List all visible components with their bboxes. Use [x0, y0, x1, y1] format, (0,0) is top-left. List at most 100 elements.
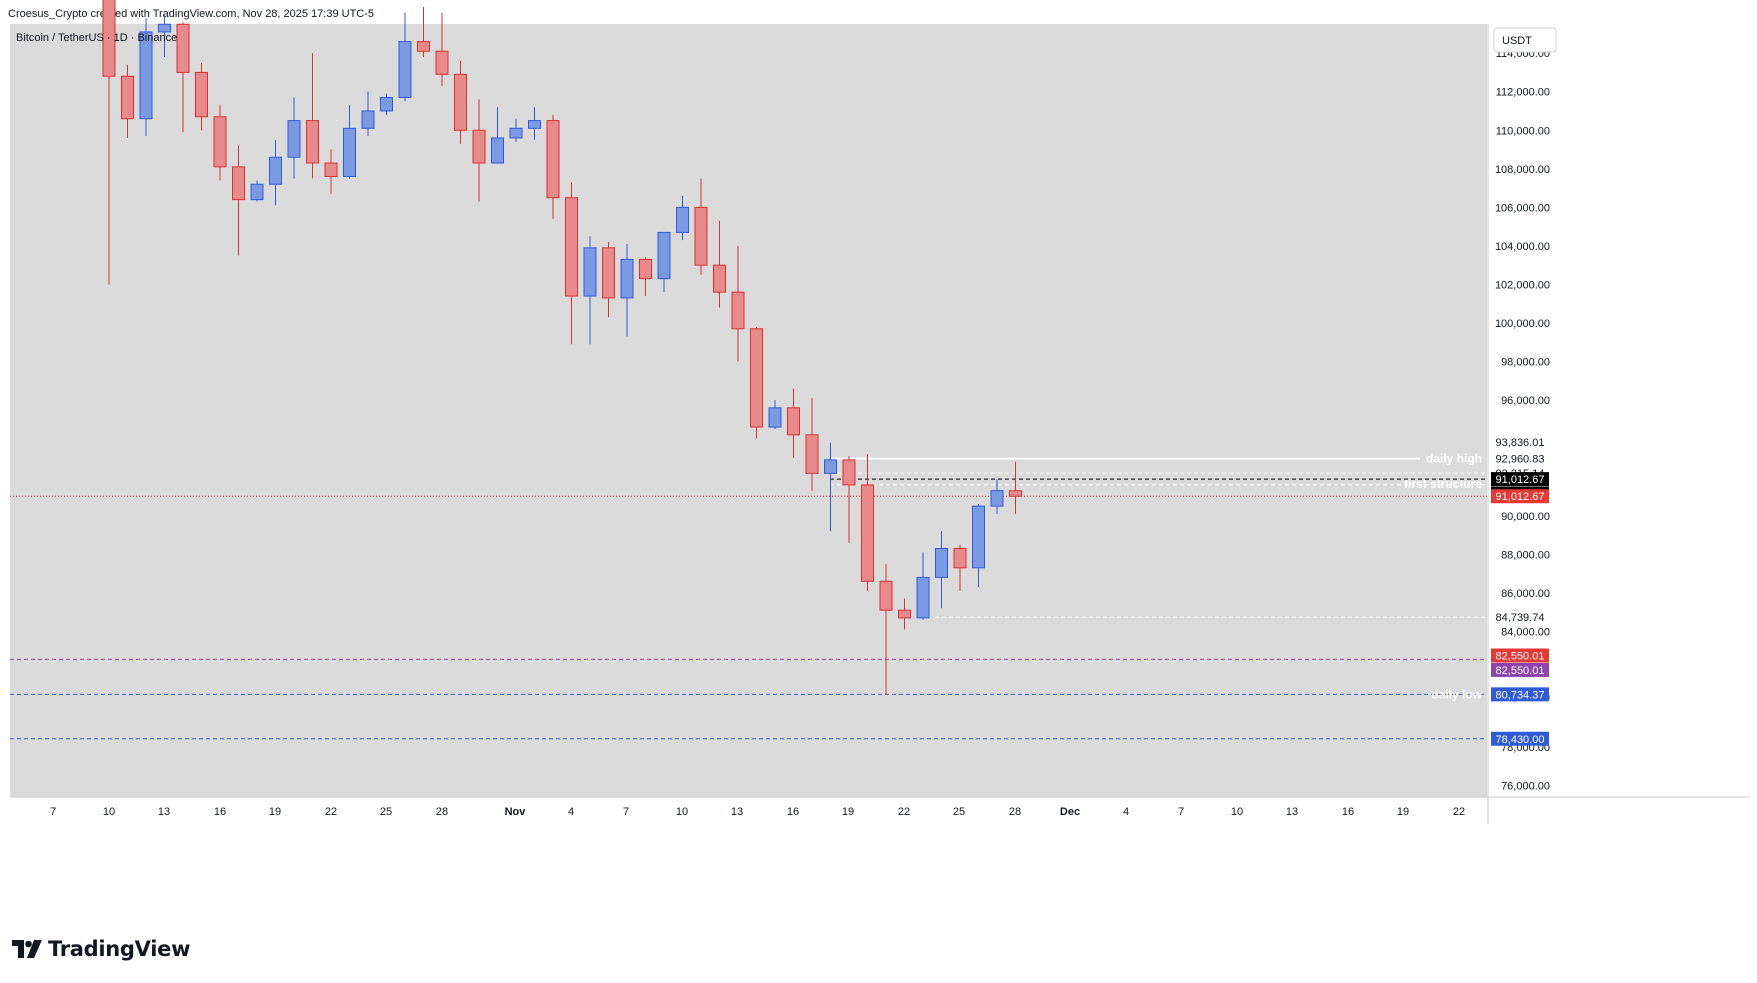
candle-body-0[interactable]: [102, 0, 116, 77]
time-tick-7: 28: [436, 806, 448, 818]
time-tick-2: 13: [158, 806, 170, 818]
price-label-8: 82,550.01: [1496, 665, 1545, 677]
price-tick-13: 108,000.00: [1495, 164, 1550, 176]
candle-body-40[interactable]: [842, 459, 856, 486]
candle-body-2[interactable]: [139, 31, 153, 120]
price-label-9: 80,734.37: [1496, 689, 1545, 701]
price-tick-12: 106,000.00: [1495, 202, 1550, 214]
time-tick-13: 16: [787, 806, 799, 818]
levels-layer: daily high first structure daily low: [10, 452, 1487, 740]
time-tick-19: 4: [1123, 806, 1129, 818]
candle-body-49[interactable]: [1009, 490, 1022, 497]
plot-area[interactable]: [10, 24, 1487, 797]
time-axis[interactable]: 7 10 13 16 19 22 25 28 Nov 4 7 10 13 16 19 22 25 28 Dec 4 7 1…: [50, 806, 1465, 818]
price-tick-4: 86,000.00: [1501, 588, 1550, 600]
price-labels: 93,836.0192,960.8392,215.1491,012.6701:2…: [1491, 434, 1549, 746]
price-tick-8: 98,000.00: [1501, 357, 1550, 369]
currency-button[interactable]: USDT: [1493, 27, 1557, 53]
candle-body-15[interactable]: [380, 96, 393, 112]
time-tick-18: Dec: [1060, 806, 1080, 818]
candle-body-48[interactable]: [990, 490, 1004, 507]
price-label-3: 91,012.67: [1496, 474, 1545, 486]
price-label-box-1: [1491, 451, 1549, 466]
candle-body-45[interactable]: [935, 548, 948, 578]
time-tick-14: 19: [842, 806, 854, 818]
candle-body-29[interactable]: [639, 258, 652, 280]
level-label-2: first structure: [1404, 477, 1482, 491]
candle-body-41[interactable]: [861, 484, 874, 582]
candle-body-26[interactable]: [583, 247, 597, 297]
price-tick-10: 102,000.00: [1495, 279, 1550, 291]
candle-body-19[interactable]: [454, 73, 467, 131]
candle-body-6[interactable]: [213, 116, 227, 168]
candle-body-31[interactable]: [676, 206, 689, 233]
price-label-1: 92,960.83: [1496, 454, 1545, 466]
candles-layer[interactable]: [102, 0, 1022, 696]
price-tick-0: 76,000.00: [1501, 781, 1550, 793]
price-tick-3: 84,000.00: [1501, 626, 1550, 638]
candle-body-17[interactable]: [417, 41, 430, 52]
candle-body-27[interactable]: [602, 247, 615, 299]
candle-body-28[interactable]: [620, 258, 634, 299]
candle-body-3[interactable]: [158, 23, 171, 33]
candle-body-36[interactable]: [768, 407, 782, 428]
price-label-box-7: [1491, 648, 1549, 663]
currency-button-box[interactable]: [1493, 27, 1557, 53]
time-tick-20: 7: [1178, 806, 1184, 818]
candle-body-33[interactable]: [713, 264, 726, 293]
candle-body-9[interactable]: [269, 156, 282, 185]
candle-body-24[interactable]: [546, 120, 560, 199]
time-tick-12: 13: [731, 806, 743, 818]
candle-body-38[interactable]: [805, 434, 819, 474]
time-tick-17: 28: [1009, 806, 1021, 818]
time-tick-10: 7: [623, 806, 629, 818]
candle-body-39[interactable]: [824, 459, 837, 474]
candle-body-21[interactable]: [491, 137, 504, 164]
candle-body-14[interactable]: [361, 110, 375, 129]
level-label-0: daily high: [1426, 452, 1482, 466]
candle-body-4[interactable]: [176, 23, 190, 73]
time-tick-23: 16: [1342, 806, 1354, 818]
currency-button-label[interactable]: USDT: [1502, 35, 1532, 47]
candle-body-46[interactable]: [953, 548, 967, 569]
candle-body-23[interactable]: [528, 120, 541, 129]
time-tick-1: 10: [103, 806, 115, 818]
price-label-box-6: [1491, 610, 1549, 625]
candle-body-16[interactable]: [398, 41, 412, 98]
candle-body-20[interactable]: [472, 129, 486, 164]
price-axis[interactable]: 76,000.0078,000.0080,600.0084,000.0086,0…: [1495, 48, 1550, 792]
price-label-6: 84,739.74: [1496, 612, 1545, 624]
price-label-box-5: [1491, 489, 1549, 504]
candle-body-37[interactable]: [787, 407, 800, 436]
candle-body-8[interactable]: [250, 183, 264, 201]
price-label-box-9: [1491, 687, 1549, 702]
candle-body-18[interactable]: [435, 50, 449, 75]
price-label-box-3: [1491, 472, 1549, 487]
symbol-title: Bitcoin / TetherUS · 1D · Binance: [16, 32, 177, 44]
price-tick-6: 90,000.00: [1501, 511, 1550, 523]
time-tick-11: 10: [676, 806, 688, 818]
tradingview-logo[interactable]: TradingView: [12, 937, 190, 961]
candle-body-12[interactable]: [324, 162, 338, 178]
candle-body-47[interactable]: [972, 505, 985, 569]
candle-body-7[interactable]: [232, 166, 245, 201]
candle-body-32[interactable]: [694, 206, 708, 266]
candle-body-43[interactable]: [898, 609, 911, 619]
price-tick-7: 96,000.00: [1501, 395, 1550, 407]
candle-body-25[interactable]: [565, 197, 578, 297]
candle-body-22[interactable]: [509, 127, 523, 139]
candle-body-42[interactable]: [879, 580, 893, 611]
price-tick-9: 100,000.00: [1495, 318, 1550, 330]
candle-body-11[interactable]: [306, 120, 319, 164]
candle-body-5[interactable]: [195, 71, 208, 118]
candle-body-10[interactable]: [287, 120, 301, 158]
candle-body-34[interactable]: [731, 291, 745, 330]
candle-body-35[interactable]: [750, 328, 763, 428]
time-tick-22: 13: [1286, 806, 1298, 818]
price-tick-11: 104,000.00: [1495, 241, 1550, 253]
candle-body-13[interactable]: [343, 127, 356, 178]
candle-body-30[interactable]: [657, 231, 671, 280]
candle-body-44[interactable]: [916, 576, 930, 619]
candle-body-1[interactable]: [121, 75, 134, 120]
